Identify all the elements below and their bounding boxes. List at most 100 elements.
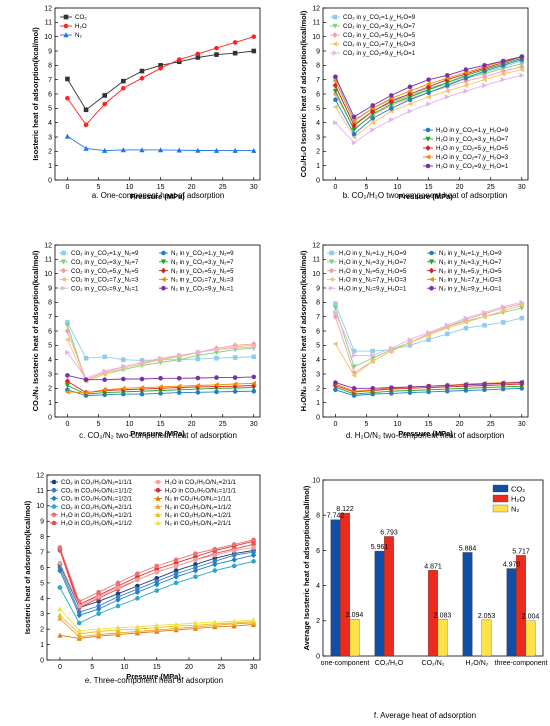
data-point xyxy=(154,563,160,569)
legend-marker xyxy=(63,14,69,20)
data-point xyxy=(251,147,257,153)
legend-label: CO₂ in y_CO₂=3,y_H₂O=7 xyxy=(343,23,416,30)
y-tick-label: 11 xyxy=(313,20,320,27)
data-point xyxy=(115,585,121,590)
data-point xyxy=(76,603,82,609)
legend-label: H₂O xyxy=(511,495,525,504)
data-point xyxy=(76,634,82,640)
data-point xyxy=(65,373,70,378)
data-point xyxy=(64,383,71,389)
legend-marker xyxy=(328,267,335,274)
data-point xyxy=(102,101,107,107)
data-point xyxy=(463,88,469,94)
panel-caption: d. H₂O/N₂ two-component heat of adsorpti… xyxy=(346,431,504,440)
data-point xyxy=(407,337,413,343)
data-point xyxy=(351,348,357,354)
legend-label: CO₂ in y_CO₂=1,y_N₂=9 xyxy=(71,250,139,257)
x-tick-label: 5 xyxy=(365,184,369,191)
data-point xyxy=(332,88,339,94)
data-point xyxy=(332,305,339,311)
data-point xyxy=(500,381,506,386)
data-point xyxy=(120,147,126,153)
legend-marker xyxy=(155,503,161,509)
data-point xyxy=(158,63,163,68)
y-tick-label: 7 xyxy=(48,77,52,84)
legend-label: N₂ in CO₂/H₂O/N₂=1/2/1 xyxy=(165,512,232,519)
data-point xyxy=(83,355,89,361)
data-point xyxy=(115,580,121,586)
data-point xyxy=(212,568,218,573)
data-point xyxy=(333,309,339,315)
bar xyxy=(374,550,385,657)
data-point xyxy=(482,322,487,328)
data-point xyxy=(96,631,102,637)
y-tick-label: 12 xyxy=(44,242,52,249)
x-tick-label: H₂O/N₂ xyxy=(466,660,489,667)
data-point xyxy=(232,50,238,56)
y-tick-label: 10 xyxy=(312,271,320,278)
legend-label: N₂ xyxy=(511,505,519,514)
data-point xyxy=(426,90,431,95)
legend-marker xyxy=(161,250,166,256)
data-point xyxy=(463,315,469,321)
y-tick-label: 5 xyxy=(316,106,320,113)
legend-marker xyxy=(61,285,67,291)
y-axis-label: Average Isosteric heat of adsorption(kca… xyxy=(302,485,311,650)
legend-marker xyxy=(329,285,335,291)
data-point xyxy=(64,378,71,385)
legend-label: CO₂ xyxy=(511,485,525,494)
data-point xyxy=(519,54,525,60)
y-tick-label: 9 xyxy=(48,285,52,292)
y-tick-label: 10 xyxy=(312,477,320,484)
legend-label: N₂ in CO₂/H₂O/N₂=1/1/1 xyxy=(165,496,232,503)
panel-caption: f. Average heat of adsorption xyxy=(374,711,476,720)
y-tick-label: 12 xyxy=(312,5,320,12)
data-point xyxy=(154,588,160,593)
y-tick-label: 4 xyxy=(48,120,52,127)
data-point xyxy=(389,385,394,390)
data-point xyxy=(425,83,432,90)
data-point xyxy=(83,390,89,396)
data-point xyxy=(65,96,70,101)
data-point xyxy=(426,329,432,336)
data-point xyxy=(426,77,431,82)
legend-swatch xyxy=(492,494,509,503)
data-point xyxy=(444,80,450,86)
data-point xyxy=(57,612,63,618)
legend-label: H₂O in y_N₂=3,y_H₂O=7 xyxy=(339,259,407,266)
legend-marker xyxy=(425,163,431,169)
y-tick-label: 4 xyxy=(316,583,320,590)
x-tick-label: 10 xyxy=(126,421,134,428)
legend-marker xyxy=(425,145,431,151)
data-point xyxy=(96,611,101,617)
data-point xyxy=(193,574,198,580)
data-point xyxy=(157,384,163,390)
data-point xyxy=(407,101,413,107)
data-point xyxy=(425,94,431,100)
data-point xyxy=(96,626,102,632)
legend-marker xyxy=(328,276,334,282)
data-point xyxy=(500,71,506,77)
data-point xyxy=(195,147,201,153)
legend-marker xyxy=(160,276,166,282)
data-point xyxy=(214,389,219,395)
data-point xyxy=(57,567,63,574)
data-point xyxy=(195,375,201,381)
data-point xyxy=(135,577,140,583)
y-tick-label: 6 xyxy=(48,328,52,335)
data-point xyxy=(407,94,413,100)
legend-label: N₂ in y_N₂=9,y_H₂O=1 xyxy=(439,285,502,292)
data-point xyxy=(176,383,182,389)
data-point xyxy=(251,344,257,350)
legend-label: H₂O in CO₂/H₂O/N₂=2/1/1 xyxy=(165,479,237,486)
y-tick-label: 8 xyxy=(316,300,320,307)
legend-label: H₂O in CO₂/H₂O/N₂=1/1/2 xyxy=(61,520,133,527)
y-tick-label: 9 xyxy=(48,48,52,55)
data-point xyxy=(251,559,256,564)
legend-marker xyxy=(61,250,66,256)
data-point xyxy=(96,594,101,600)
x-tick-label: 15 xyxy=(157,421,165,428)
data-point xyxy=(463,82,469,88)
data-point xyxy=(193,565,198,570)
